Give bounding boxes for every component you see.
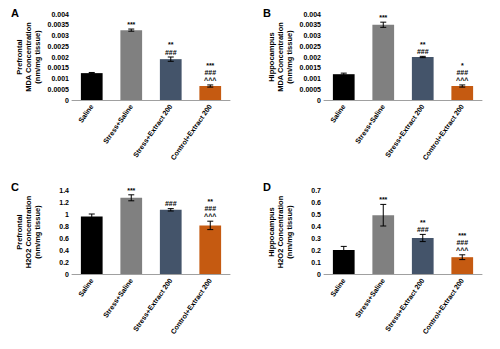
svg-text:Control+Extract 200: Control+Extract 200 <box>169 277 213 335</box>
svg-text:***: *** <box>127 21 135 28</box>
svg-text:B: B <box>263 7 271 19</box>
svg-text:(nm/mg tissue): (nm/mg tissue) <box>285 205 294 259</box>
svg-text:H2O2 Concentration: H2O2 Concentration <box>24 195 33 268</box>
svg-text:Stress+Extract 200: Stress+Extract 200 <box>132 103 174 159</box>
svg-text:Hippocampus: Hippocampus <box>267 207 276 257</box>
svg-text:0.2: 0.2 <box>59 259 69 266</box>
svg-text:0.002: 0.002 <box>51 54 69 61</box>
svg-text:0: 0 <box>317 97 321 104</box>
svg-text:**: ** <box>168 41 174 48</box>
svg-text:H2O2 Concentration: H2O2 Concentration <box>276 195 285 268</box>
svg-text:Stress+Extract 200: Stress+Extract 200 <box>384 277 426 333</box>
svg-text:0.003: 0.003 <box>51 32 69 39</box>
svg-text:Saline: Saline <box>329 103 347 124</box>
svg-text:Saline: Saline <box>77 277 95 298</box>
svg-text:0.1: 0.1 <box>311 259 321 266</box>
svg-text:Stress+Saline: Stress+Saline <box>102 277 134 319</box>
svg-text:0.8: 0.8 <box>59 223 69 230</box>
svg-text:MDA Concentration: MDA Concentration <box>24 22 33 92</box>
svg-text:0: 0 <box>317 271 321 278</box>
svg-text:(nm/mg tissue): (nm/mg tissue) <box>33 30 42 84</box>
svg-text:(nm/mg tissue): (nm/mg tissue) <box>285 30 294 84</box>
svg-text:Prefrontal: Prefrontal <box>15 214 24 249</box>
svg-text:Prefrontal: Prefrontal <box>15 39 24 74</box>
svg-text:0.0015: 0.0015 <box>48 64 70 71</box>
svg-text:0.0015: 0.0015 <box>300 64 322 71</box>
svg-text:###: ### <box>165 49 177 56</box>
svg-text:0.004: 0.004 <box>303 11 321 18</box>
svg-text:1: 1 <box>65 211 69 218</box>
svg-text:^^^: ^^^ <box>456 77 468 84</box>
svg-text:0.0025: 0.0025 <box>300 43 322 50</box>
svg-text:**: ** <box>420 41 426 48</box>
svg-text:0.001: 0.001 <box>51 75 69 82</box>
svg-text:0.4: 0.4 <box>311 223 321 230</box>
svg-text:***: *** <box>206 62 214 69</box>
svg-text:1.2: 1.2 <box>59 199 69 206</box>
svg-text:***: *** <box>379 196 387 203</box>
svg-text:Hippocampus: Hippocampus <box>267 32 276 82</box>
svg-text:0.6: 0.6 <box>311 199 321 206</box>
svg-text:0.2: 0.2 <box>311 247 321 254</box>
svg-text:0.3: 0.3 <box>311 235 321 242</box>
svg-text:Stress+Extract 200: Stress+Extract 200 <box>384 103 426 159</box>
svg-text:***: *** <box>379 14 387 21</box>
svg-text:0.0005: 0.0005 <box>300 86 322 93</box>
svg-text:***: *** <box>458 232 466 239</box>
svg-text:Control+Extract 200: Control+Extract 200 <box>421 277 465 335</box>
svg-text:(nm/mg tissue): (nm/mg tissue) <box>33 205 42 259</box>
svg-text:###: ### <box>204 69 216 76</box>
svg-text:###: ### <box>417 48 429 55</box>
svg-text:Saline: Saline <box>329 277 347 298</box>
svg-text:*: * <box>461 62 464 69</box>
svg-text:###: ### <box>456 239 468 246</box>
svg-text:Control+Extract 200: Control+Extract 200 <box>421 103 465 161</box>
svg-text:Stress+Saline: Stress+Saline <box>354 103 386 145</box>
svg-text:0.0005: 0.0005 <box>48 86 70 93</box>
svg-text:Control+Extract 200: Control+Extract 200 <box>169 103 213 161</box>
svg-text:1.4: 1.4 <box>59 187 69 194</box>
svg-text:^^^: ^^^ <box>204 213 216 220</box>
svg-text:0: 0 <box>65 271 69 278</box>
svg-text:Stress+Saline: Stress+Saline <box>102 103 134 145</box>
svg-text:0: 0 <box>65 97 69 104</box>
svg-text:###: ### <box>456 69 468 76</box>
svg-text:0.0025: 0.0025 <box>48 43 70 50</box>
svg-text:0.7: 0.7 <box>311 187 321 194</box>
svg-text:Saline: Saline <box>77 103 95 124</box>
svg-text:A: A <box>11 7 19 19</box>
svg-text:Stress+Saline: Stress+Saline <box>354 277 386 319</box>
svg-text:**: ** <box>208 198 214 205</box>
svg-text:0.5: 0.5 <box>311 211 321 218</box>
svg-text:###: ### <box>204 205 216 212</box>
svg-text:0.0035: 0.0035 <box>300 21 322 28</box>
svg-text:0.6: 0.6 <box>59 235 69 242</box>
svg-text:0.003: 0.003 <box>303 32 321 39</box>
svg-text:^^^: ^^^ <box>204 77 216 84</box>
svg-text:D: D <box>263 181 271 193</box>
svg-text:MDA Concentration: MDA Concentration <box>276 22 285 92</box>
svg-text:**: ** <box>420 219 426 226</box>
svg-text:0.001: 0.001 <box>303 75 321 82</box>
svg-text:Stress+Extract 200: Stress+Extract 200 <box>132 277 174 333</box>
svg-text:###: ### <box>165 200 177 207</box>
svg-text:###: ### <box>417 226 429 233</box>
svg-text:0.4: 0.4 <box>59 247 69 254</box>
svg-text:***: *** <box>127 187 135 194</box>
svg-text:0.002: 0.002 <box>303 54 321 61</box>
svg-text:C: C <box>11 181 19 193</box>
svg-text:^^^: ^^^ <box>456 247 468 254</box>
svg-text:0.0035: 0.0035 <box>48 21 70 28</box>
svg-text:0.004: 0.004 <box>51 11 69 18</box>
